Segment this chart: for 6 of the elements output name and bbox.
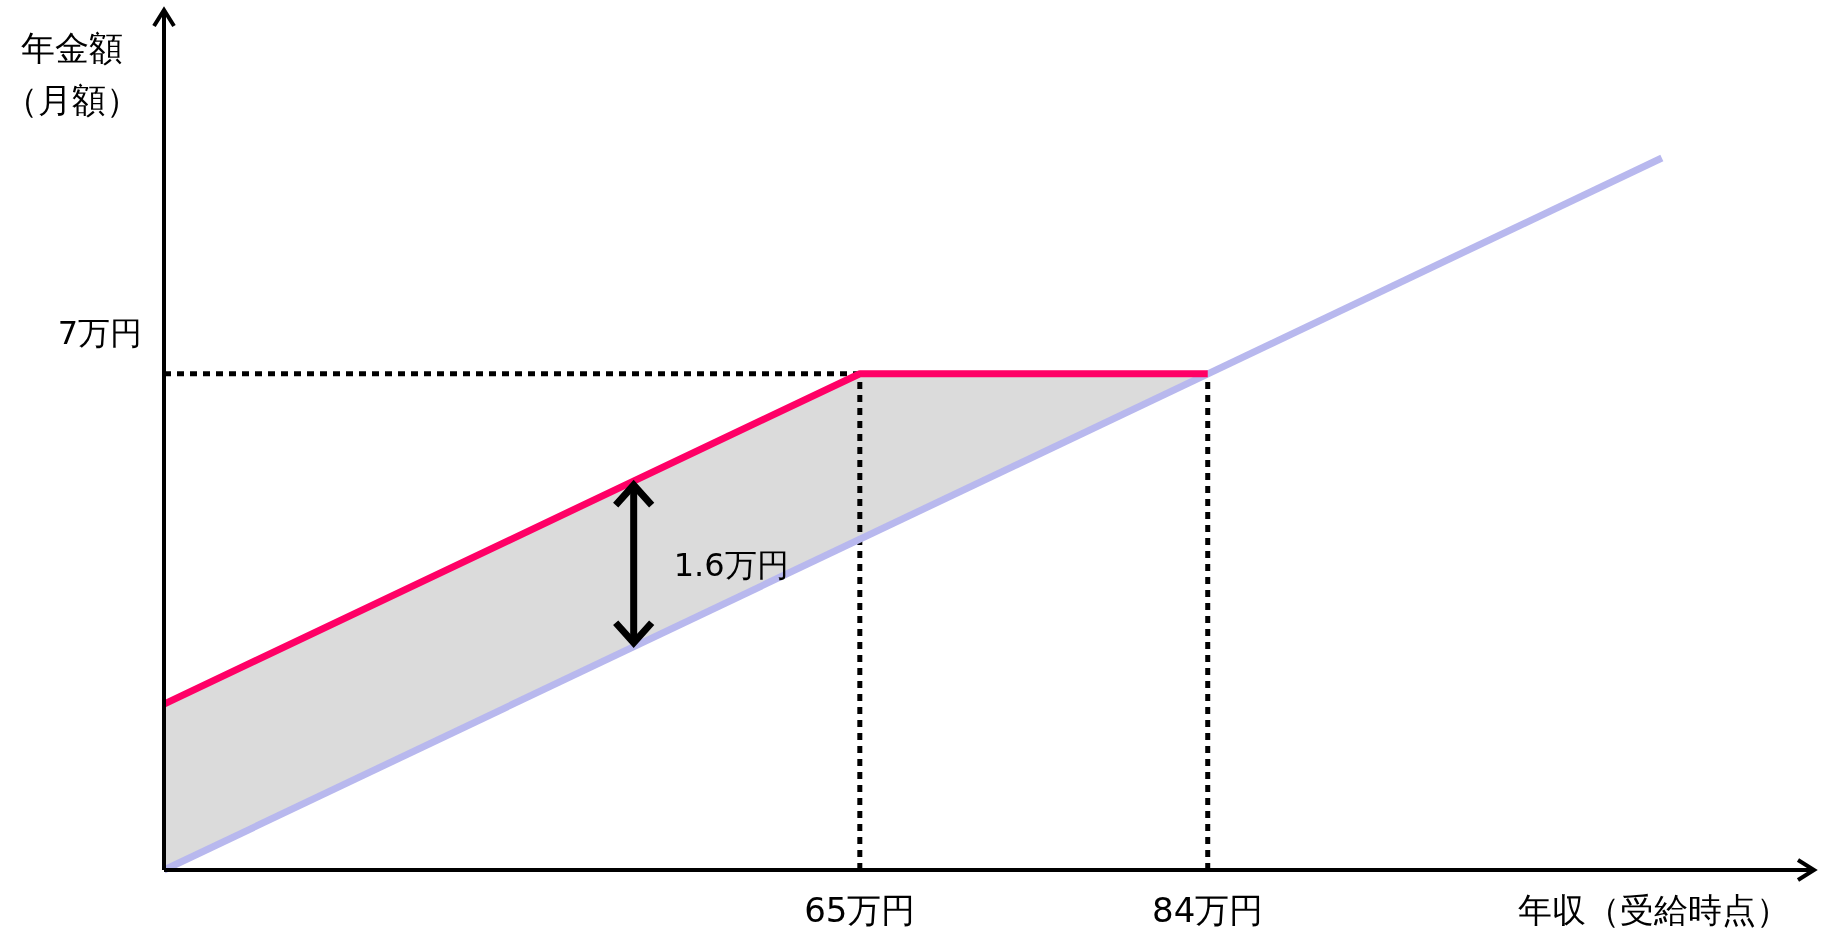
x-tick-label: 65万円 bbox=[804, 890, 916, 930]
ref-line-label: 7万円 bbox=[57, 313, 143, 352]
x-axis-title: 年収（受給時点） bbox=[1518, 890, 1790, 930]
x-tick-label: 84万円 bbox=[1152, 890, 1264, 930]
annotation: 1.6万円 bbox=[673, 545, 789, 584]
y-axis-title: 年金額（月額） bbox=[4, 28, 140, 120]
